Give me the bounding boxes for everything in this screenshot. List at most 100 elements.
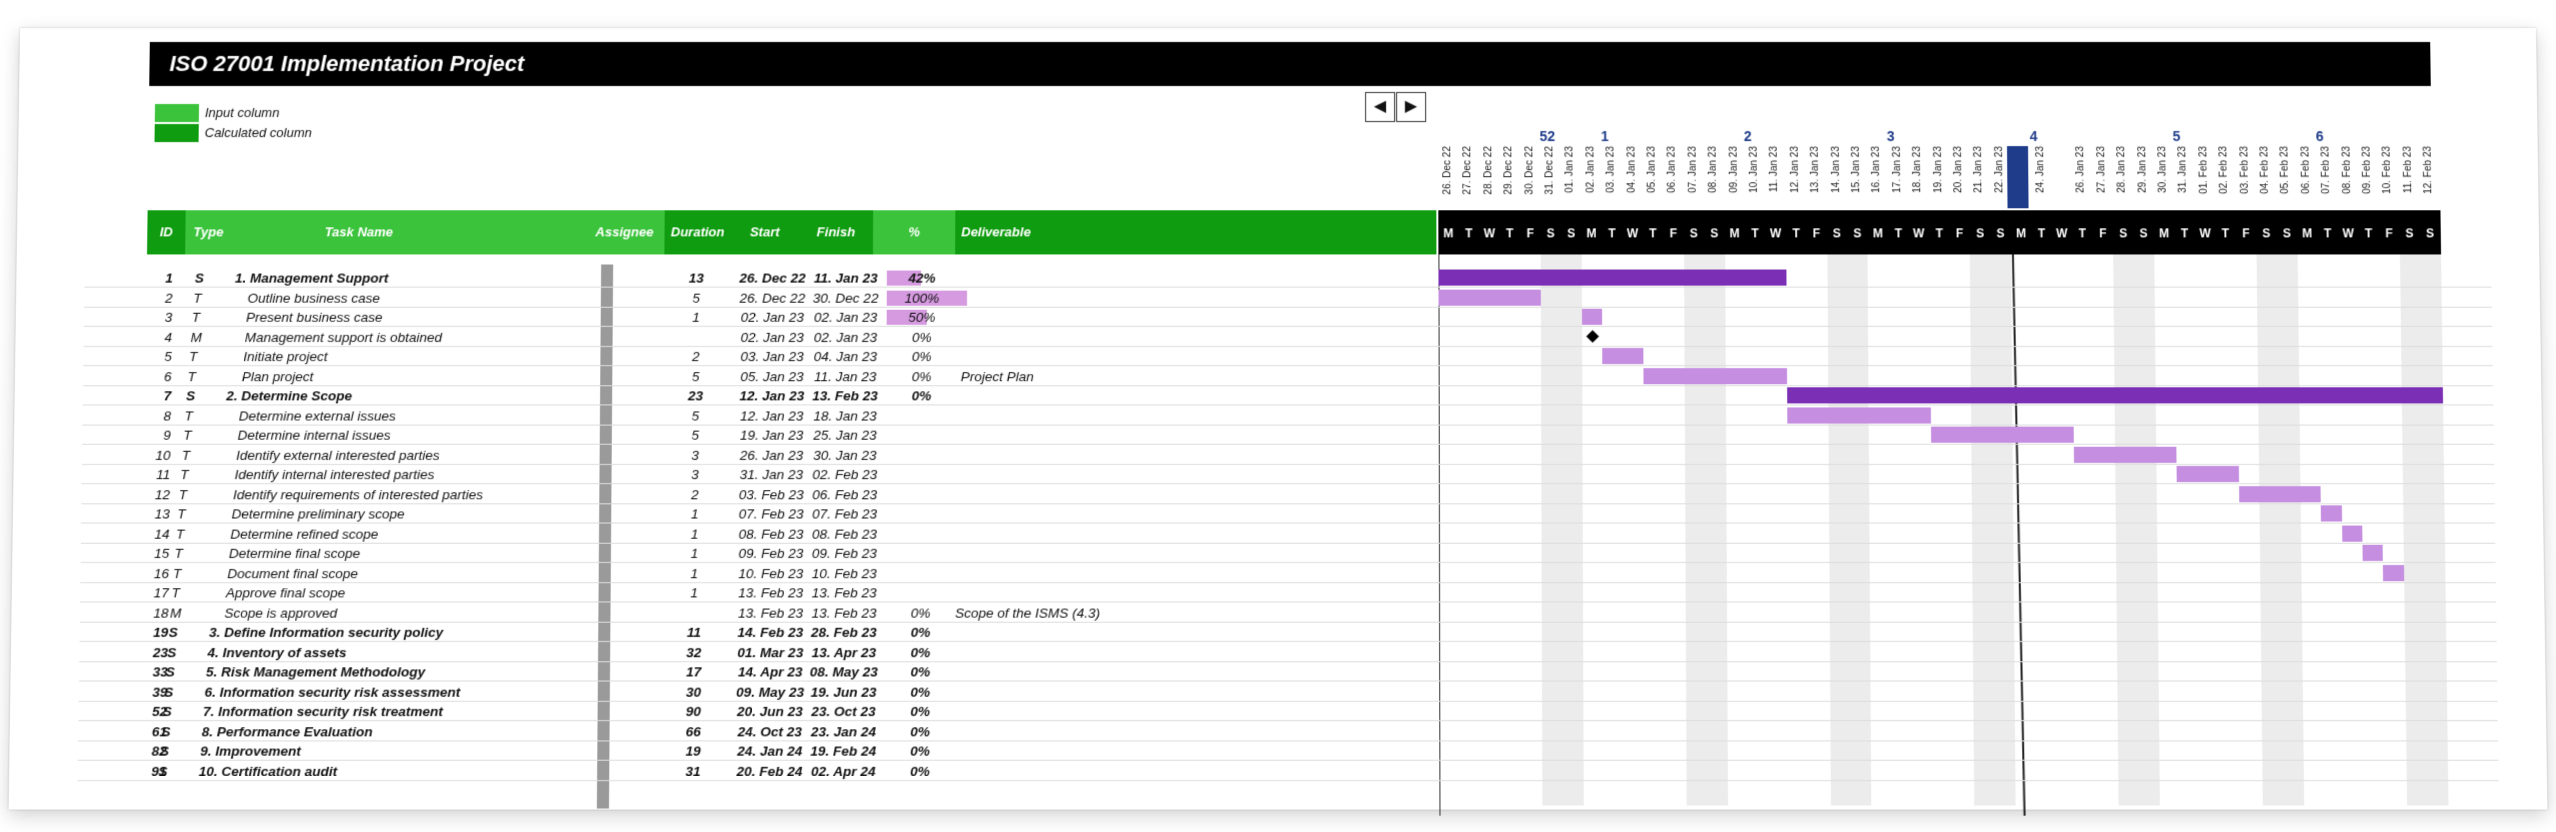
cell-duration[interactable]: 32 [686, 644, 702, 660]
cell-deliverable[interactable]: Project Plan [960, 368, 1034, 384]
cell-pct[interactable]: 0% [910, 703, 931, 720]
cell-id[interactable]: 7 [163, 388, 172, 404]
table-row[interactable]: 91 S 10. Certification audit 31 20. Feb 24 02… [78, 761, 1470, 780]
cell-start[interactable]: 09. Feb 23 [738, 545, 804, 561]
cell-duration[interactable]: 2 [691, 486, 699, 502]
cell-start[interactable]: 03. Jan 23 [740, 349, 804, 365]
cell-pct[interactable]: 0% [911, 329, 932, 345]
cell-task[interactable]: Outline business case [247, 290, 381, 306]
cell-deliverable[interactable] [963, 288, 1264, 307]
cell-id[interactable]: 19 [153, 624, 169, 640]
cell-task[interactable]: Present business case [246, 309, 383, 325]
cell-pct[interactable] [885, 583, 956, 602]
cell-task[interactable]: Document final scope [227, 565, 359, 581]
cell-id[interactable]: 23 [152, 644, 169, 660]
cell-type[interactable]: S [167, 644, 177, 660]
milestone-marker[interactable] [1586, 329, 1599, 343]
cell-task[interactable]: 6. Information security risk assessment [204, 684, 461, 700]
cell-finish[interactable]: 06. Feb 23 [812, 486, 878, 502]
cell-type[interactable]: T [187, 368, 196, 384]
cell-task[interactable]: Scope is approved [224, 605, 338, 621]
col-assignee[interactable]: Assignee [595, 224, 654, 240]
cell-pct[interactable] [886, 426, 956, 445]
next-period-button[interactable]: ▶ [1396, 92, 1427, 123]
cell-deliverable[interactable] [956, 544, 1258, 563]
cell-deliverable[interactable] [957, 524, 1259, 543]
cell-duration[interactable]: 11 [686, 624, 702, 640]
cell-pct[interactable] [886, 406, 956, 425]
task-bar[interactable] [1602, 347, 1644, 365]
cell-pct[interactable]: 0% [910, 664, 931, 680]
cell-finish[interactable]: 11. Jan 23 [813, 270, 878, 286]
cell-task[interactable]: Management support is obtained [244, 329, 443, 345]
cell-pct[interactable]: 50% [886, 308, 957, 327]
col-deliverable[interactable]: Deliverable [955, 210, 1437, 255]
cell-pct[interactable] [885, 563, 956, 582]
cell-deliverable[interactable] [955, 583, 1257, 602]
cell-start[interactable]: 10. Feb 23 [738, 565, 804, 581]
cell-pct[interactable]: 0% [911, 368, 932, 384]
table-row[interactable]: 1 S 1. Management Support 13 26. Dec 22 11. J… [84, 269, 1468, 288]
cell-start[interactable]: 12. Jan 23 [740, 407, 804, 424]
cell-finish[interactable]: 23. Jan 24 [810, 723, 877, 739]
summary-bar[interactable] [1438, 269, 1787, 286]
cell-finish[interactable]: 04. Jan 23 [813, 349, 878, 365]
cell-deliverable[interactable] [953, 702, 1255, 721]
cell-id[interactable]: 14 [154, 526, 170, 542]
cell-type[interactable]: M [170, 605, 182, 621]
cell-start[interactable]: 05. Jan 23 [740, 368, 804, 384]
cell-type[interactable]: T [193, 290, 202, 306]
cell-task[interactable]: 7. Information security risk treatment [203, 703, 443, 720]
cell-duration[interactable]: 19 [685, 743, 701, 759]
cell-duration[interactable]: 3 [691, 447, 699, 463]
table-row[interactable]: 15 T Determine final scope 1 09. Feb 23 09. F… [81, 544, 1470, 563]
table-row[interactable]: 8 T Determine external issues 5 12. Jan 23 18… [82, 406, 1468, 425]
table-row[interactable]: 82 S 9. Improvement 19 24. Jan 24 19. Feb 24 0… [78, 741, 1470, 760]
cell-finish[interactable]: 02. Feb 23 [812, 466, 878, 483]
cell-type[interactable]: S [161, 723, 171, 739]
cell-pct[interactable] [886, 445, 956, 464]
cell-start[interactable]: 20. Jun 23 [737, 703, 803, 720]
cell-type[interactable]: T [175, 526, 185, 542]
cell-finish[interactable]: 13. Apr 23 [811, 644, 877, 660]
cell-deliverable[interactable] [962, 308, 1263, 327]
cell-finish[interactable]: 13. Feb 23 [812, 388, 878, 404]
cell-finish[interactable]: 10. Feb 23 [811, 565, 877, 581]
cell-start[interactable]: 26. Dec 22 [739, 290, 806, 306]
cell-pct[interactable] [886, 544, 957, 563]
task-bar[interactable] [2176, 465, 2239, 483]
cell-start[interactable]: 09. May 23 [736, 684, 805, 700]
cell-finish[interactable]: 30. Dec 22 [812, 290, 879, 306]
table-row[interactable]: 9 T Determine internal issues 5 19. Jan 23 25… [82, 426, 1469, 445]
cell-start[interactable]: 14. Apr 23 [737, 664, 803, 680]
cell-id[interactable]: 10 [155, 447, 171, 463]
cell-type[interactable]: T [171, 585, 180, 601]
cell-pct[interactable]: 0% [910, 763, 930, 779]
cell-type[interactable]: S [158, 763, 168, 779]
cell-start[interactable]: 14. Feb 23 [737, 624, 804, 640]
cell-id[interactable]: 2 [164, 290, 173, 306]
cell-task[interactable]: Determine internal issues [237, 427, 391, 443]
cell-task[interactable]: 2. Determine Scope [226, 388, 353, 404]
cell-start[interactable]: 26. Jan 23 [739, 447, 804, 463]
cell-pct[interactable] [886, 465, 956, 484]
cell-task[interactable]: Approve final scope [225, 585, 346, 601]
col-id[interactable]: ID [147, 210, 186, 255]
cell-id[interactable]: 5 [164, 349, 172, 365]
cell-duration[interactable]: 1 [692, 309, 700, 325]
cell-id[interactable]: 4 [164, 329, 173, 345]
cell-deliverable[interactable] [951, 761, 1254, 780]
cell-start[interactable]: 24. Jan 24 [737, 743, 803, 759]
cell-deliverable[interactable] [959, 426, 1260, 445]
cell-type[interactable]: S [162, 703, 172, 720]
cell-start[interactable]: 31. Jan 23 [739, 466, 804, 483]
col-pct[interactable]: % [908, 224, 920, 240]
task-bar[interactable] [2320, 505, 2342, 522]
cell-duration[interactable]: 1 [690, 506, 699, 522]
cell-duration[interactable]: 30 [685, 684, 702, 700]
cell-start[interactable]: 20. Feb 24 [736, 763, 803, 779]
cell-duration[interactable]: 90 [685, 703, 702, 720]
cell-duration[interactable]: 3 [691, 466, 699, 483]
cell-start[interactable]: 03. Feb 23 [738, 486, 804, 502]
cell-start[interactable]: 07. Feb 23 [738, 506, 804, 522]
